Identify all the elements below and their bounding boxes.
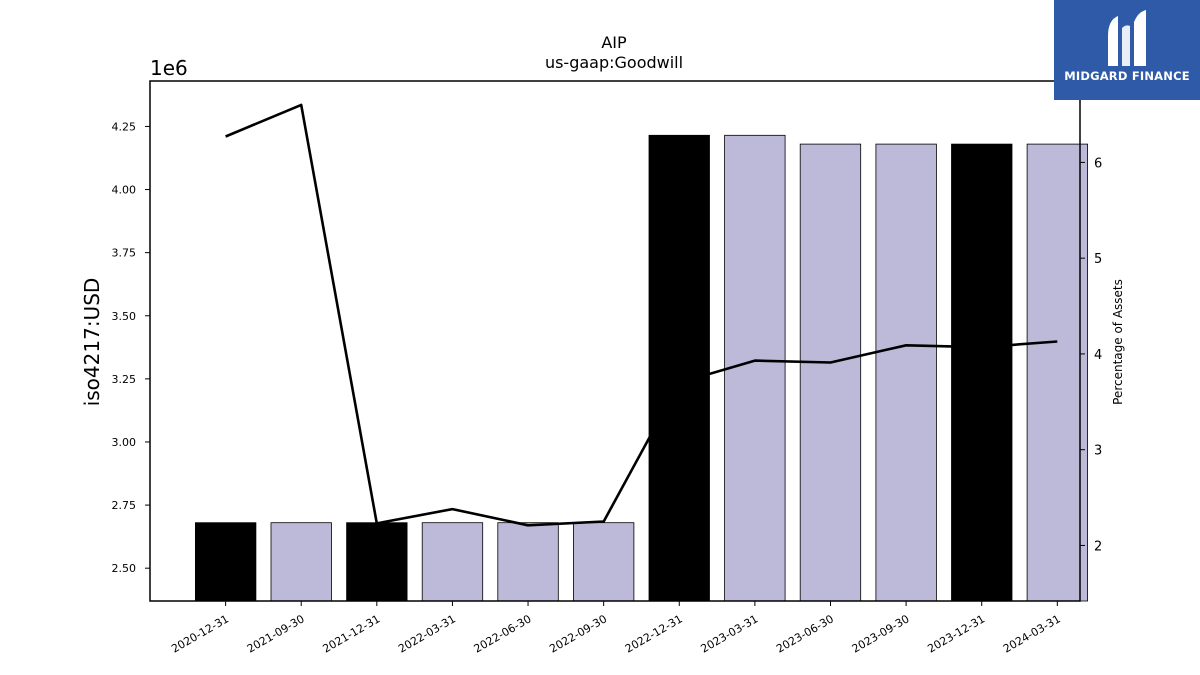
y-offset-label: 1e6: [150, 56, 188, 80]
bar-2023-09-30: [875, 143, 937, 602]
x-tick-label-2023-03-31: 2023-03-31: [699, 612, 761, 655]
chart-subtitle: us-gaap:Goodwill: [545, 53, 683, 72]
y-tick-label-3.00: 3.00: [112, 436, 137, 449]
bar-2022-09-30: [573, 522, 635, 602]
bar-2023-12-31: [951, 143, 1013, 602]
x-tick-label-2022-12-31: 2022-12-31: [623, 612, 685, 655]
y2-tick-label-3: 3: [1094, 444, 1102, 459]
line-layer: [225, 103, 1058, 527]
x-tick-label-2021-12-31: 2021-12-31: [320, 612, 382, 655]
y-tick-label-3.75: 3.75: [112, 247, 137, 260]
chart-title: AIP: [601, 33, 627, 52]
x-tick-label-2021-09-30: 2021-09-30: [245, 612, 307, 655]
x-tick-label-2023-06-30: 2023-06-30: [774, 612, 836, 655]
bar-2022-03-31: [421, 522, 484, 602]
x-tick-label-2023-09-30: 2023-09-30: [850, 612, 912, 655]
logo-text: MIDGARD FINANCE: [1064, 69, 1190, 83]
plot-frame: [149, 80, 1081, 602]
x-tick-label-2022-06-30: 2022-06-30: [472, 612, 534, 655]
x-tick-label-2022-09-30: 2022-09-30: [547, 612, 609, 655]
y-axis-label: iso4217:USD: [80, 278, 104, 407]
bar-2022-06-30: [497, 522, 559, 602]
x-tick-label-2020-12-31: 2020-12-31: [169, 612, 231, 655]
y2-tick-label-6: 6: [1094, 156, 1102, 171]
y-tick-label-3.50: 3.50: [112, 310, 137, 323]
bar-2020-12-31: [194, 522, 257, 602]
logo-mark-icon: [1108, 10, 1146, 66]
x-tick-label-2023-12-31: 2023-12-31: [925, 612, 987, 655]
y2-tick-label-4: 4: [1094, 348, 1102, 363]
bar-2021-09-30: [270, 522, 332, 602]
bar-2021-12-31: [346, 522, 408, 602]
y2-tick-label-5: 5: [1094, 252, 1102, 267]
y-tick-label-2.50: 2.50: [112, 562, 137, 575]
brand-logo: MIDGARD FINANCE: [1054, 0, 1200, 100]
x-tick-label-2022-03-31: 2022-03-31: [396, 612, 458, 655]
bar-2023-06-30: [799, 143, 862, 602]
y-tick-label-4.00: 4.00: [112, 184, 137, 197]
y2-tick-label-2: 2: [1094, 539, 1102, 554]
bar-2024-03-31: [1026, 143, 1088, 602]
bar-2023-03-31: [724, 134, 786, 602]
bars-layer: [194, 134, 1088, 602]
y-tick-label-3.25: 3.25: [112, 373, 137, 386]
percentage-line: [225, 103, 1058, 527]
bar-2022-12-31: [648, 134, 710, 602]
x-tick-label-2024-03-31: 2024-03-31: [1001, 612, 1063, 655]
y-tick-label-2.75: 2.75: [112, 499, 137, 512]
y2-axis-label: Percentage of Assets: [1111, 279, 1125, 405]
y-tick-label-4.25: 4.25: [112, 120, 137, 133]
